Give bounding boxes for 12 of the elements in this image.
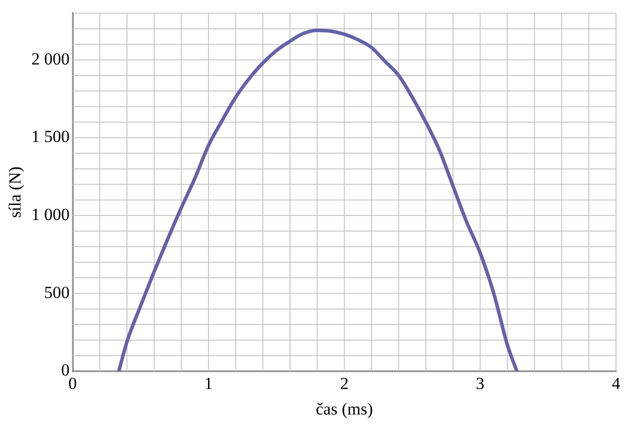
x-tick-label: 3 [476, 374, 484, 393]
y-axis-title: síla (N) [6, 166, 25, 218]
line-series [117, 28, 519, 372]
x-tick-label: 1 [204, 374, 213, 393]
y-tick-label: 1 500 [31, 127, 70, 146]
y-tick-label: 500 [44, 282, 70, 302]
x-tick-label: 4 [612, 374, 621, 393]
y-tick-label: 2 000 [31, 49, 70, 68]
y-tick-label: 0 [61, 360, 70, 380]
x-tick-label: 2 [340, 374, 349, 393]
x-axis-title: čas (ms) [316, 399, 373, 418]
y-tick-label: 1 000 [31, 205, 70, 224]
